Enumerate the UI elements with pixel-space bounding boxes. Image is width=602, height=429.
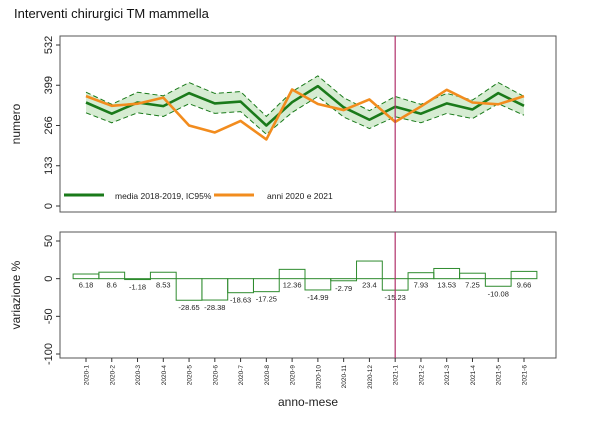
bottom-y-tick-label: 50	[43, 235, 55, 247]
legend-label-anni: anni 2020 e 2021	[267, 191, 333, 201]
bar-value-label: 23.4	[362, 281, 377, 290]
ci-band	[86, 75, 524, 135]
bar	[278, 268, 306, 280]
x-tick-label: 2021-6	[522, 365, 529, 386]
chart-title: Interventi chirurgici TM mammella	[14, 6, 209, 21]
bar-value-label: -17.25	[256, 295, 277, 304]
x-tick-label: 2021-3	[444, 365, 451, 386]
bar-value-label: -28.38	[204, 303, 225, 312]
bar-value-label: 8.6	[107, 281, 117, 290]
ci-lower-line	[85, 95, 525, 135]
bar-value-label: -14.99	[307, 293, 328, 302]
top-y-tick-label: 266	[43, 116, 55, 134]
bar	[459, 272, 486, 280]
bottom-y-axis-label: variazione %	[9, 260, 23, 329]
x-tick-label: 2020-1	[84, 365, 91, 386]
top-y-tick-label: 0	[43, 203, 55, 209]
top-y-tick-label: 532	[43, 36, 55, 54]
ci-upper-line	[85, 75, 525, 118]
bar	[330, 278, 358, 282]
bar-value-label: 7.93	[414, 281, 429, 290]
legend-label-media: media 2018-2019, IC95%	[115, 191, 212, 201]
top-y-axis-label: numero	[9, 103, 23, 144]
bar-value-label: -2.79	[335, 284, 352, 293]
bar	[484, 278, 512, 287]
bottom-plot-frame	[59, 231, 557, 359]
x-tick-label: 2021-4	[470, 365, 477, 386]
bar-value-label: 13.53	[437, 281, 456, 290]
bottom-y-tick-label: -50	[43, 308, 55, 324]
x-tick-label: 2021-5	[496, 365, 503, 386]
top-plot-frame	[59, 35, 557, 213]
bar-value-label: -18.63	[230, 296, 251, 305]
bar-value-label: -1.18	[129, 283, 146, 292]
top-panel: 0 133 266 399 532 numero media 2018-2019, IC95…	[9, 35, 557, 213]
bar-value-label: 9.66	[517, 281, 532, 290]
bar-value-label: 6.18	[79, 281, 94, 290]
bar	[304, 278, 332, 291]
bar	[510, 270, 538, 280]
bar-value-label: -28.65	[178, 303, 199, 312]
x-tick-label: 2020-12	[367, 365, 374, 389]
top-y-tick-label: 133	[43, 157, 55, 175]
top-y-tick-label: 399	[43, 76, 55, 94]
x-tick-label: 2020-9	[290, 365, 297, 386]
series-line-anni-2020-2021	[85, 88, 525, 141]
bar-value-label: -10.08	[488, 289, 509, 298]
x-tick-label: 2020-8	[264, 365, 271, 386]
bar-value-label: 7.25	[465, 281, 480, 290]
bar	[98, 271, 126, 280]
x-axis-label: anno-mese	[278, 395, 338, 409]
x-tick-label: 2020-10	[315, 365, 322, 389]
x-tick-label: 2020-11	[341, 365, 348, 389]
bar-value-label: 8.53	[156, 281, 171, 290]
bar	[149, 271, 177, 280]
bottom-panel: -100 -50 0 50 variazione % 6.18 8.6 -1.18 8.53 -2…	[9, 231, 557, 409]
x-tick-label: 2020-2	[109, 365, 116, 386]
x-tick-label: 2020-5	[187, 365, 194, 386]
x-tick-label: 2021-1	[393, 365, 400, 386]
x-tick-label: 2020-4	[161, 365, 168, 386]
x-tick-label: 2020-7	[238, 365, 245, 386]
bar	[252, 278, 280, 293]
bar	[356, 260, 383, 280]
series-line-media-2018-2019	[85, 84, 525, 127]
x-tick-label: 2020-6	[212, 365, 219, 386]
bottom-y-tick-label: -100	[43, 343, 55, 365]
bar-value-label: 12.36	[283, 281, 302, 290]
bar	[124, 278, 151, 281]
x-tick-label: 2021-2	[418, 365, 425, 386]
bottom-y-tick-label: 0	[43, 276, 55, 282]
x-tick-label: 2020-3	[135, 365, 142, 386]
